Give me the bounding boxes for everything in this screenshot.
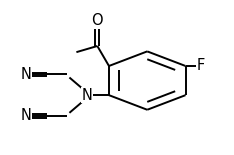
Text: N: N: [81, 88, 92, 103]
Text: F: F: [197, 58, 205, 73]
Text: N: N: [20, 108, 31, 123]
Text: N: N: [20, 67, 31, 82]
Text: O: O: [91, 13, 103, 28]
